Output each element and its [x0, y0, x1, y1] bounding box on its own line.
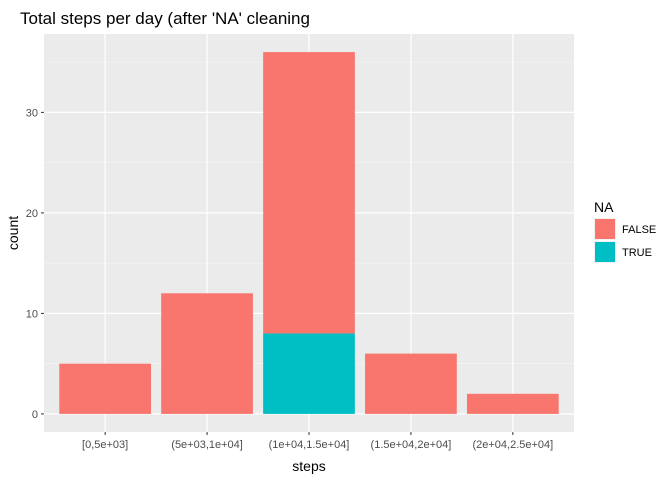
bar-false: [365, 353, 457, 414]
chart-title: Total steps per day (after 'NA' cleaning: [20, 9, 310, 28]
legend-label-true: TRUE: [622, 247, 652, 259]
y-tick-label: 30: [26, 107, 38, 119]
x-tick-label: (5e+03,1e+04]: [171, 439, 243, 451]
x-tick-label: (2e+04,2.5e+04]: [472, 439, 553, 451]
y-tick-label: 20: [26, 208, 38, 220]
x-tick-label: (1.5e+04,2e+04]: [371, 439, 452, 451]
legend-key-true: [595, 242, 615, 262]
bars: [59, 52, 559, 414]
legend-key-false: [595, 219, 615, 239]
y-axis: 0 10 20 30: [26, 107, 44, 421]
x-axis: [0,5e+03] (5e+03,1e+04] (1e+04,1.5e+04] (1.…: [82, 432, 553, 451]
legend: NA FALSE TRUE: [594, 199, 656, 263]
y-tick-label: 0: [32, 409, 38, 421]
bar-false: [263, 52, 355, 334]
legend-title: NA: [594, 199, 614, 215]
bar-false: [59, 363, 152, 414]
y-tick-label: 10: [26, 308, 38, 320]
legend-label-false: FALSE: [622, 224, 656, 236]
y-axis-title: count: [5, 216, 21, 250]
bar-true: [263, 333, 355, 414]
x-tick-label: (1e+04,1.5e+04]: [269, 439, 350, 451]
x-tick-label: [0,5e+03]: [82, 439, 128, 451]
x-axis-title: steps: [292, 458, 325, 474]
bar-false: [466, 393, 559, 414]
bar-false: [161, 293, 253, 414]
